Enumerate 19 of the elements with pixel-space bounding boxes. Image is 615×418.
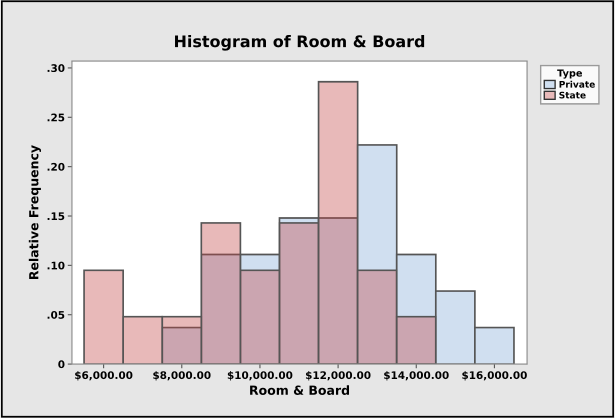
y-tick-label: .30 <box>48 64 65 72</box>
x-tick-label: $10,000.00 <box>228 371 292 380</box>
x-tick-label: $6,000.00 <box>75 371 132 380</box>
y-tick-label: .05 <box>48 310 64 319</box>
legend-title: Type <box>557 69 582 79</box>
x-tick-label: $12,000.00 <box>306 371 371 380</box>
legend-label: State <box>559 92 586 99</box>
chart-title: Histogram of Room & Board <box>175 35 424 51</box>
y-tick-label: 0 <box>58 360 65 368</box>
x-tick-label: $8,000.00 <box>153 371 211 380</box>
y-tick-label: .15 <box>48 212 64 220</box>
y-tick-label: .10 <box>48 262 65 270</box>
x-tick-label: $16,000.00 <box>462 371 527 380</box>
y-axis-title: Relative Frequency <box>28 145 42 280</box>
y-tick-label: .25 <box>48 114 64 122</box>
y-tick-label: .20 <box>48 162 65 171</box>
legend-label: Private <box>560 80 595 88</box>
x-axis-title: Room & Board <box>250 385 349 395</box>
x-tick-label: $14,000.00 <box>384 371 449 380</box>
